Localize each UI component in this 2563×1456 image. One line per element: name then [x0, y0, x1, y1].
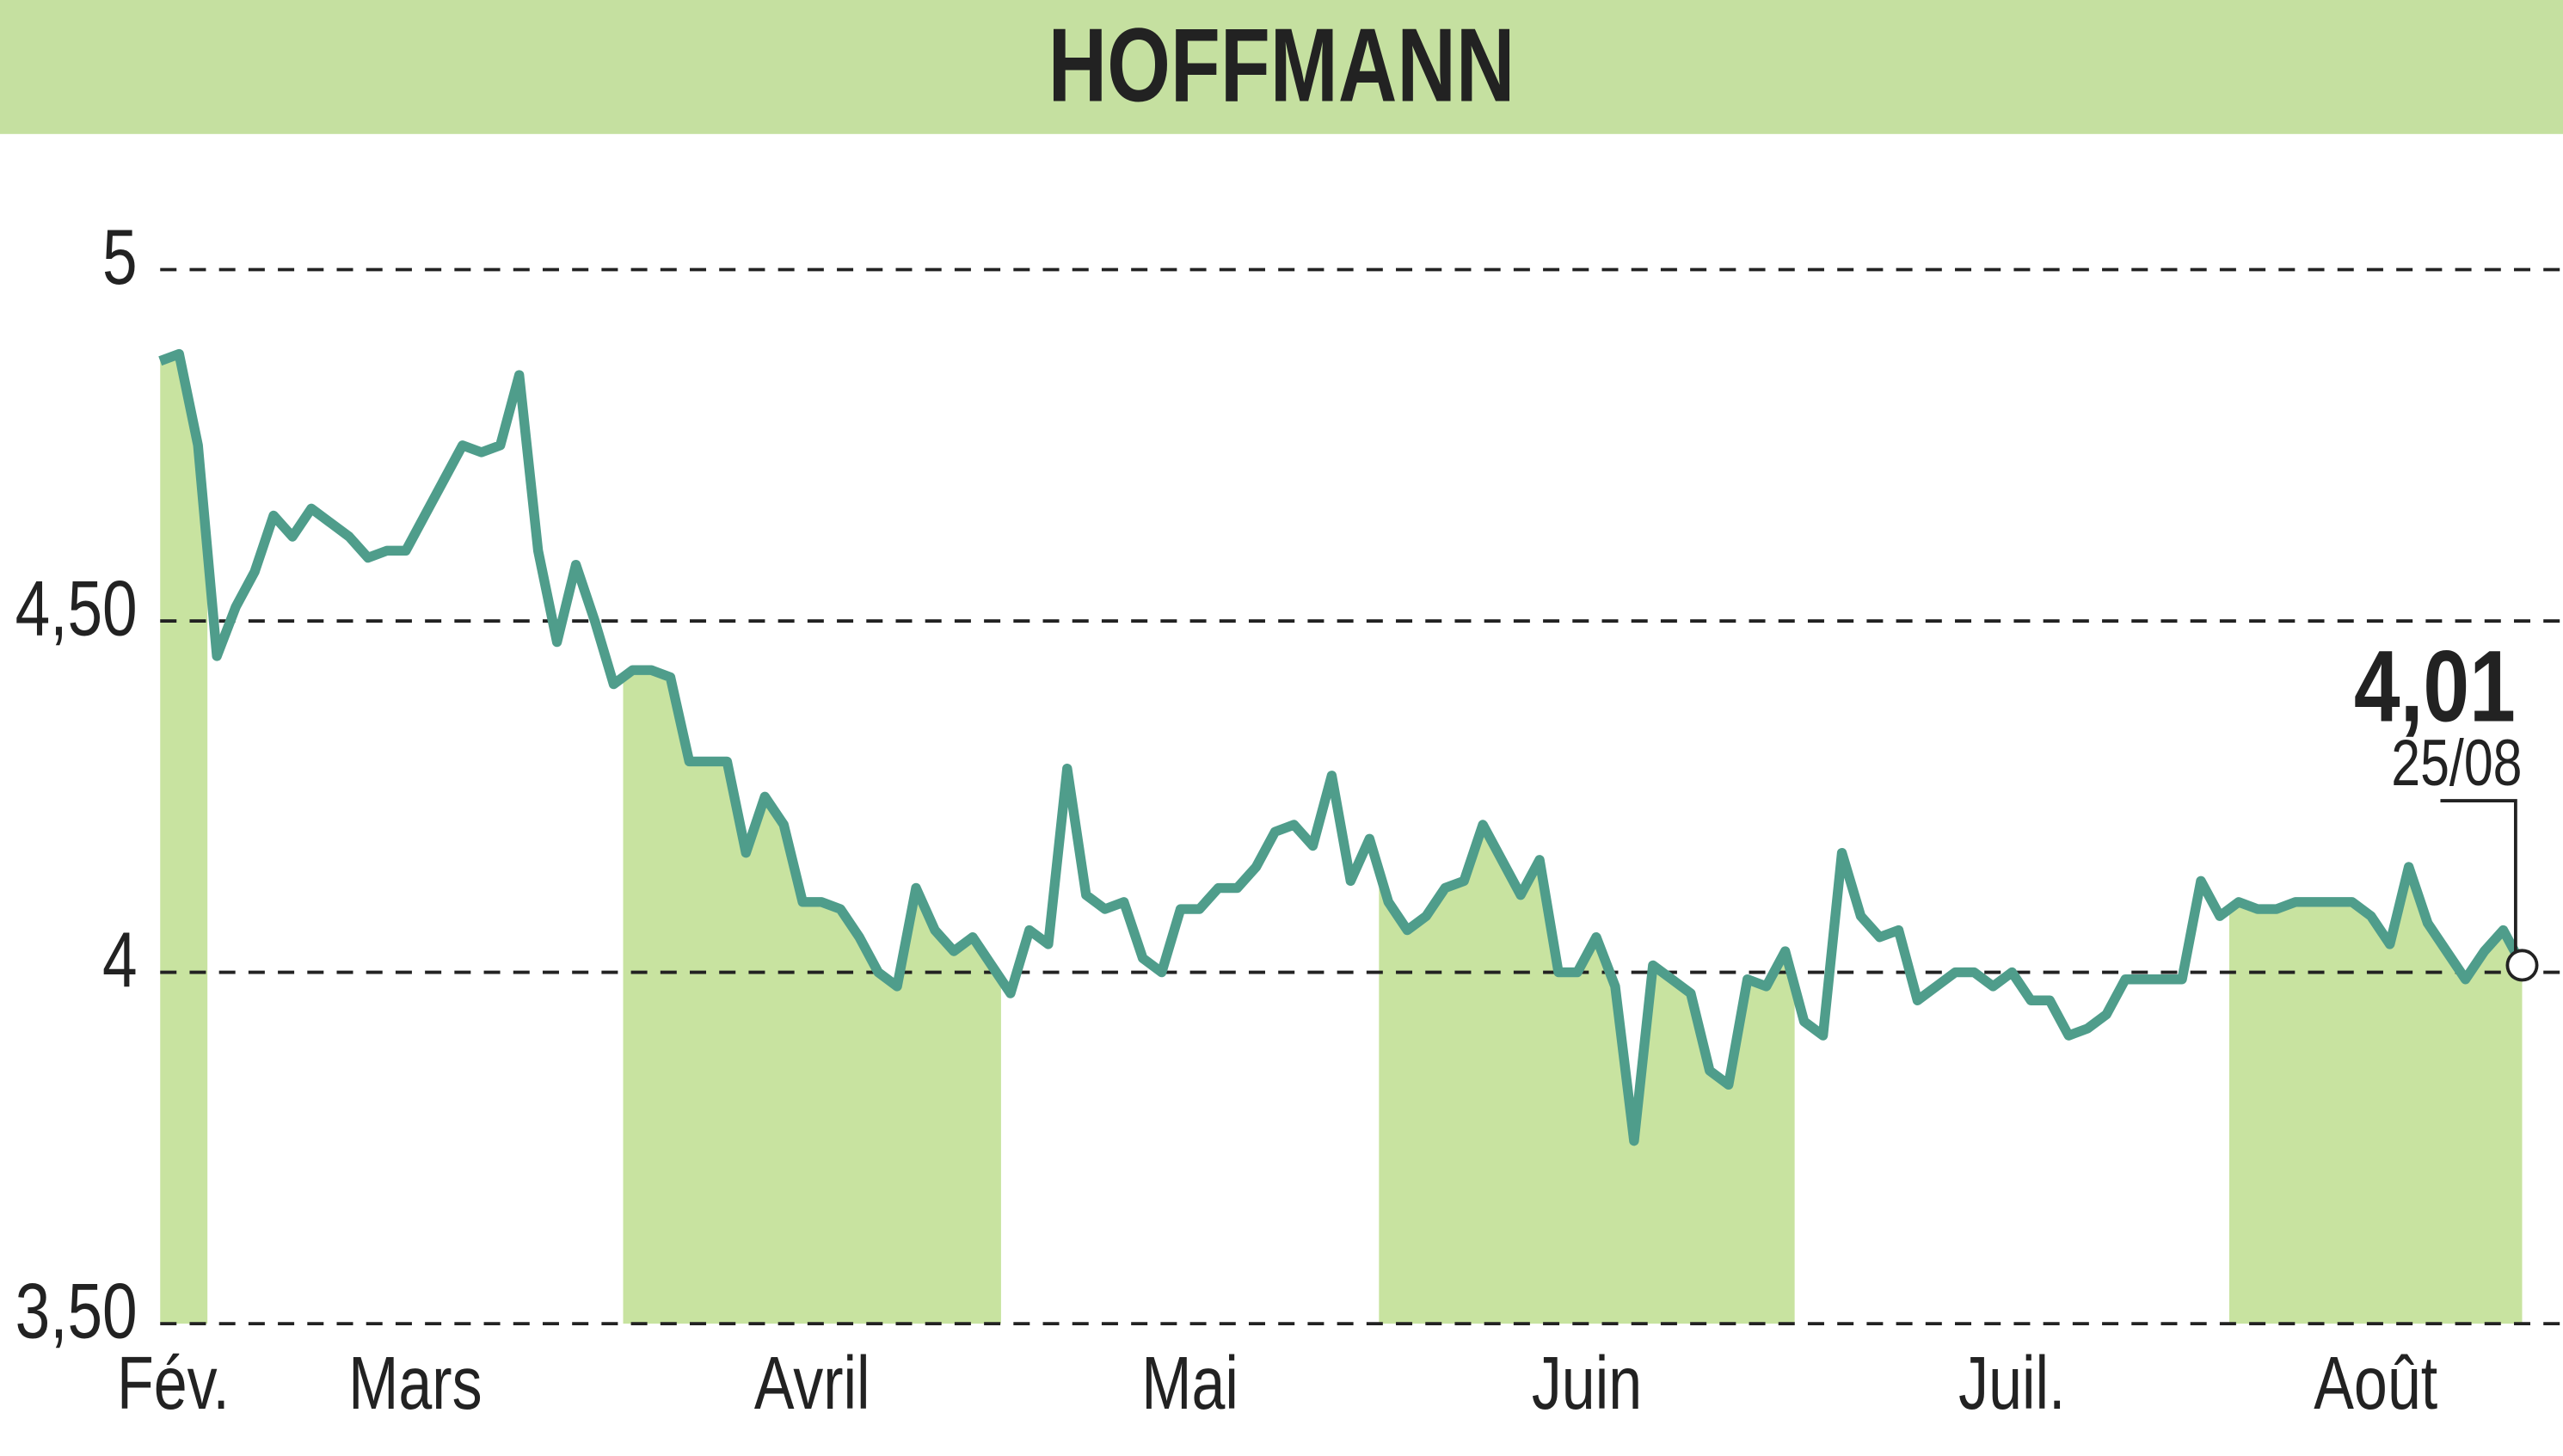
x-tick-label: Août — [2314, 1341, 2437, 1425]
last-date-label: 25/08 — [2391, 727, 2522, 800]
y-tick-label: 5 — [102, 212, 138, 301]
header-band — [0, 0, 2563, 134]
month-shade — [1379, 824, 1795, 1324]
y-tick-label: 4,50 — [15, 564, 138, 653]
x-tick-label: Avril — [754, 1341, 870, 1425]
month-shade — [623, 670, 1001, 1324]
x-tick-label: Juin — [1532, 1341, 1642, 1425]
price-line — [158, 348, 2527, 1146]
y-tick-label: 3,50 — [15, 1267, 138, 1355]
y-tick-label: 4 — [102, 915, 138, 1004]
month-shade — [2228, 867, 2523, 1324]
month-shade — [160, 353, 208, 1324]
leader-line — [2440, 799, 2517, 953]
x-tick-label: Fév. — [117, 1341, 230, 1425]
last-point — [2505, 949, 2539, 982]
x-tick-label: Mai — [1141, 1341, 1238, 1425]
last-value-label: 4,01 — [2354, 630, 2516, 743]
x-tick-label: Mars — [348, 1341, 482, 1425]
chart-title: HOFFMANN — [1048, 7, 1515, 124]
x-tick-label: Juil. — [1958, 1341, 2065, 1425]
